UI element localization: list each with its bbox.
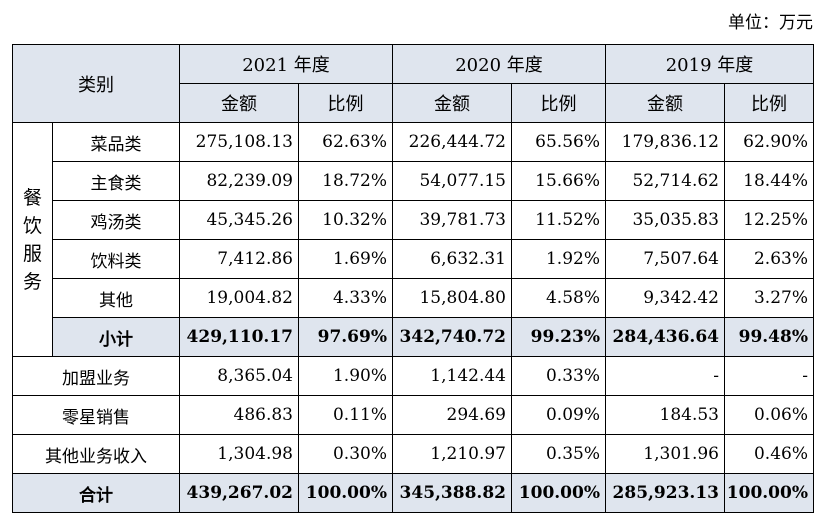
ratio-2020: 100.00%: [511, 473, 606, 513]
amount-2019: 179,836.12: [605, 122, 725, 162]
ratio-2021: 97.69%: [298, 317, 393, 357]
amount-2019: 9,342.42: [605, 278, 725, 318]
ratio-2019: 12.25%: [724, 200, 814, 240]
header-amount: 金额: [605, 83, 725, 123]
group-label-catering: 餐 饮 服 务: [12, 122, 53, 357]
amount-2020: 39,781.73: [392, 200, 512, 240]
table-row: 饮料类 7,412.86 1.69% 6,632.31 1.92% 7,507.…: [13, 239, 814, 279]
header-ratio: 比例: [511, 83, 606, 123]
row-name: 零星销售: [12, 395, 180, 435]
table-row: 加盟业务 8,365.04 1.90% 1,142.44 0.33% - -: [12, 356, 814, 396]
ratio-2021: 0.30%: [298, 434, 393, 474]
header-category: 类别: [12, 44, 180, 123]
row-name: 鸡汤类: [52, 200, 180, 240]
amount-2019: 284,436.64: [605, 317, 725, 357]
total-row: 合计 439,267.02 100.00% 345,388.82 100.00%…: [12, 473, 814, 513]
ratio-2019: 0.06%: [724, 395, 814, 435]
ratio-2019: 99.48%: [724, 317, 814, 357]
amount-2021: 7,412.86: [179, 239, 299, 279]
subtotal-row: 小计 429,110.17 97.69% 342,740.72 99.23% 2…: [13, 317, 814, 357]
amount-2020: 1,142.44: [392, 356, 512, 396]
ratio-2019: 18.44%: [724, 161, 814, 201]
ratio-2021: 10.32%: [298, 200, 393, 240]
ratio-2021: 18.72%: [298, 161, 393, 201]
unit-label: 单位：万元: [728, 13, 813, 33]
amount-2019: 35,035.83: [605, 200, 725, 240]
amount-2019: 184.53: [605, 395, 725, 435]
group-label-char: 务: [22, 270, 42, 293]
row-name: 菜品类: [52, 122, 180, 162]
table-row: 零星销售 486.83 0.11% 294.69 0.09% 184.53 0.…: [12, 395, 814, 435]
ratio-2019: 62.90%: [724, 122, 814, 162]
table-row: 餐 饮 服 务 菜品类 275,108.13 62.63% 226,444.72…: [12, 122, 814, 357]
revenue-table: 类别 2021 年度 2020 年度 2019 年度 金额 比例 金额 比例 金…: [12, 44, 814, 513]
amount-2021: 45,345.26: [179, 200, 299, 240]
row-name: 其他业务收入: [12, 434, 180, 474]
group-label-char: 餐: [22, 186, 42, 209]
ratio-2020: 0.33%: [511, 356, 606, 396]
amount-2019: -: [605, 356, 725, 396]
amount-2021: 275,108.13: [179, 122, 299, 162]
ratio-2020: 4.58%: [511, 278, 606, 318]
group-label-char: 饮: [22, 214, 42, 237]
amount-2019: 285,923.13: [605, 473, 725, 513]
table-row: 主食类 82,239.09 18.72% 54,077.15 15.66% 52…: [13, 161, 814, 201]
amount-2021: 429,110.17: [179, 317, 299, 357]
ratio-2021: 62.63%: [298, 122, 393, 162]
ratio-2020: 1.92%: [511, 239, 606, 279]
row-name: 饮料类: [52, 239, 180, 279]
amount-2020: 6,632.31: [392, 239, 512, 279]
ratio-2021: 1.69%: [298, 239, 393, 279]
amount-2021: 439,267.02: [179, 473, 299, 513]
header-ratio: 比例: [724, 83, 814, 123]
ratio-2021: 1.90%: [298, 356, 393, 396]
amount-2020: 342,740.72: [392, 317, 512, 357]
amount-2020: 54,077.15: [392, 161, 512, 201]
ratio-2019: 100.00%: [724, 473, 814, 513]
amount-2021: 8,365.04: [179, 356, 299, 396]
amount-2019: 1,301.96: [605, 434, 725, 474]
row-name: 合计: [12, 473, 180, 513]
row-name: 主食类: [52, 161, 180, 201]
row-name: 其他: [52, 278, 180, 318]
header-amount: 金额: [392, 83, 512, 123]
header-ratio: 比例: [298, 83, 393, 123]
amount-2019: 52,714.62: [605, 161, 725, 201]
ratio-2021: 4.33%: [298, 278, 393, 318]
amount-2020: 226,444.72: [392, 122, 512, 162]
row-name: 小计: [52, 317, 180, 357]
ratio-2020: 0.09%: [511, 395, 606, 435]
ratio-2020: 65.56%: [511, 122, 606, 162]
header-amount: 金额: [179, 83, 299, 123]
amount-2021: 82,239.09: [179, 161, 299, 201]
amount-2020: 345,388.82: [392, 473, 512, 513]
ratio-2021: 0.11%: [298, 395, 393, 435]
ratio-2020: 15.66%: [511, 161, 606, 201]
amount-2020: 1,210.97: [392, 434, 512, 474]
amount-2021: 19,004.82: [179, 278, 299, 318]
ratio-2019: -: [724, 356, 814, 396]
amount-2021: 486.83: [179, 395, 299, 435]
ratio-2020: 0.35%: [511, 434, 606, 474]
ratio-2019: 0.46%: [724, 434, 814, 474]
row-name: 加盟业务: [12, 356, 180, 396]
header-row-metrics: 金额 比例 金额 比例 金额 比例: [13, 83, 814, 123]
table-row: 其他业务收入 1,304.98 0.30% 1,210.97 0.35% 1,3…: [12, 434, 814, 474]
ratio-2021: 100.00%: [298, 473, 393, 513]
ratio-2020: 11.52%: [511, 200, 606, 240]
group-label-char: 服: [22, 242, 42, 265]
header-row-years: 类别 2021 年度 2020 年度 2019 年度: [12, 44, 814, 123]
ratio-2020: 99.23%: [511, 317, 606, 357]
header-year-2020: 2020 年度: [392, 44, 606, 84]
amount-2021: 1,304.98: [179, 434, 299, 474]
amount-2020: 15,804.80: [392, 278, 512, 318]
amount-2019: 7,507.64: [605, 239, 725, 279]
amount-2020: 294.69: [392, 395, 512, 435]
header-year-2021: 2021 年度: [179, 44, 393, 84]
table-row: 鸡汤类 45,345.26 10.32% 39,781.73 11.52% 35…: [13, 200, 814, 240]
ratio-2019: 2.63%: [724, 239, 814, 279]
table-row: 其他 19,004.82 4.33% 15,804.80 4.58% 9,342…: [13, 278, 814, 318]
ratio-2019: 3.27%: [724, 278, 814, 318]
header-year-2019: 2019 年度: [605, 44, 814, 84]
